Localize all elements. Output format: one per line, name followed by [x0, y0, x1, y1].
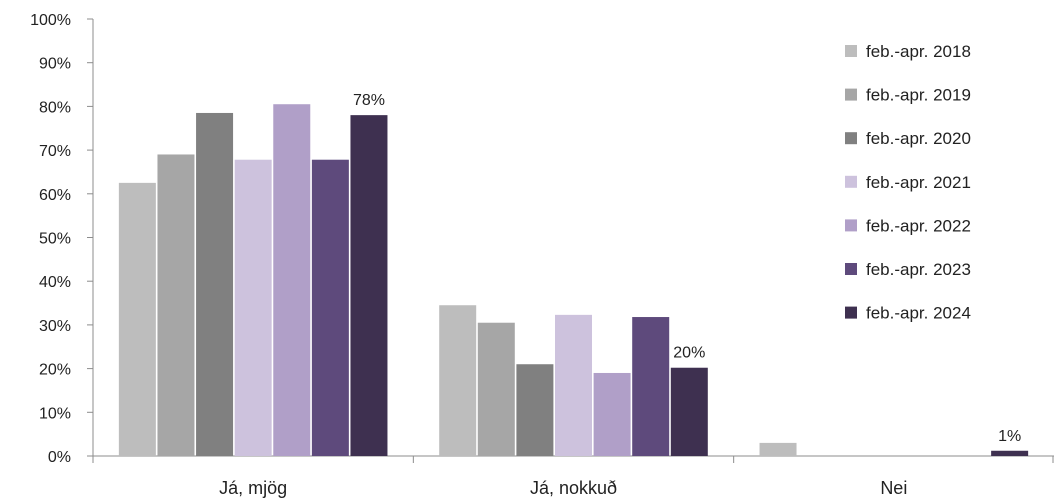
y-tick-label: 0% [48, 449, 71, 466]
y-tick-label: 20% [39, 362, 71, 379]
bar [350, 115, 388, 456]
bar [196, 112, 234, 456]
bar [632, 317, 670, 456]
y-tick-label: 30% [39, 318, 71, 335]
y-tick-label: 40% [39, 274, 71, 291]
legend-label: feb.-apr. 2019 [866, 86, 971, 105]
legend-label: feb.-apr. 2024 [866, 304, 971, 323]
y-tick-label: 90% [39, 56, 71, 73]
bar [273, 104, 311, 456]
legend-swatch [845, 88, 857, 101]
legend-label: feb.-apr. 2020 [866, 129, 971, 148]
y-tick-label: 50% [39, 231, 71, 248]
x-tick-label: Nei [880, 478, 907, 498]
bar [477, 322, 515, 456]
y-axis: 0% 10% 20% 30% 40% 50% 60% 70% 80% 90% 100% [30, 12, 94, 466]
y-tick-label: 80% [39, 99, 71, 116]
bar [670, 367, 708, 456]
bar [759, 442, 797, 456]
bar [311, 159, 349, 457]
bar [991, 450, 1029, 456]
legend-swatch [845, 45, 857, 57]
data-labels: 78% 20% 1% [353, 92, 1021, 445]
y-tick-label: 10% [39, 405, 71, 422]
legend-label: feb.-apr. 2021 [866, 173, 971, 192]
x-axis: Já, mjög Já, nokkuð Nei [92, 455, 1054, 498]
bar [439, 305, 477, 456]
bar [516, 364, 554, 456]
x-tick-label: Já, mjög [219, 478, 287, 498]
bar [593, 372, 631, 456]
data-label: 78% [353, 92, 385, 109]
bars [118, 104, 1029, 457]
x-tick-label: Já, nokkuð [530, 478, 617, 498]
bar [118, 182, 156, 456]
bar [555, 314, 592, 456]
legend: feb.-apr. 2018 feb.-apr. 2019 feb.-apr. 20… [845, 42, 971, 323]
legend-swatch [845, 219, 857, 232]
y-tick-label: 60% [39, 187, 71, 204]
data-label: 20% [673, 345, 705, 362]
bar [234, 159, 272, 457]
legend-label: feb.-apr. 2018 [866, 42, 971, 61]
legend-swatch [845, 263, 857, 275]
y-tick-label: 100% [30, 12, 71, 29]
legend-label: feb.-apr. 2023 [866, 260, 971, 279]
bar [157, 154, 195, 456]
legend-swatch [845, 132, 857, 145]
legend-label: feb.-apr. 2022 [866, 216, 971, 235]
data-label: 1% [998, 428, 1021, 445]
y-tick-label: 70% [39, 143, 71, 160]
legend-swatch [845, 306, 857, 319]
legend-swatch [845, 175, 857, 188]
